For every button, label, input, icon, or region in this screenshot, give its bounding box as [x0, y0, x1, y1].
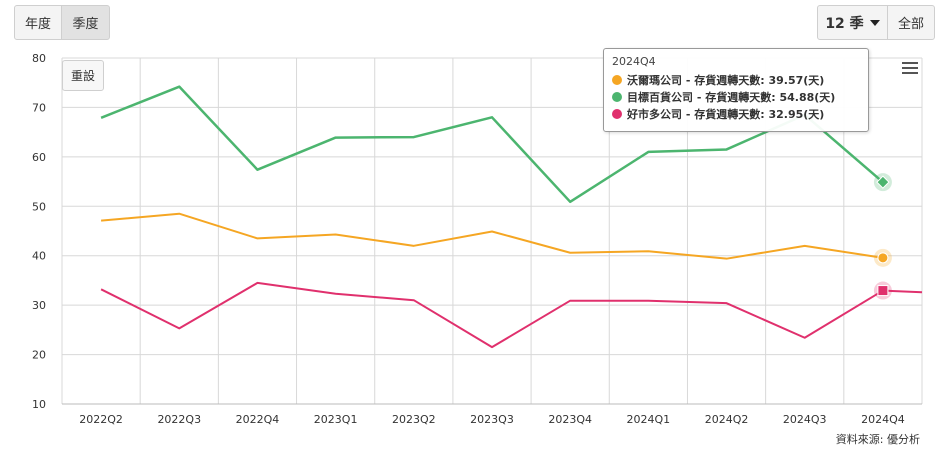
tooltip-row-text: 沃爾瑪公司 - 存貨週轉天數: 39.57(天): [627, 73, 825, 87]
x-tick-label: 2022Q3: [157, 413, 201, 426]
reset-zoom-button[interactable]: 重設: [62, 60, 104, 91]
x-tick-label: 2023Q3: [470, 413, 514, 426]
x-tick-label: 2024Q2: [705, 413, 749, 426]
tooltip-row-text: 目標百貨公司 - 存貨週轉天數: 54.88(天): [627, 90, 836, 104]
tooltip-row: 目標百貨公司 - 存貨週轉天數: 54.88(天): [612, 88, 860, 105]
tooltip: 2024Q4 沃爾瑪公司 - 存貨週轉天數: 39.57(天) 目標百貨公司 -…: [603, 48, 869, 132]
data-point-square: [877, 285, 889, 297]
period-count-dropdown[interactable]: 12 季: [817, 5, 888, 40]
y-tick-label: 70: [32, 101, 46, 114]
y-tick-label: 40: [32, 250, 46, 263]
x-tick-label: 2024Q3: [783, 413, 827, 426]
source-credit: 資料來源: 優分析: [835, 433, 920, 446]
tooltip-row: 沃爾瑪公司 - 存貨週轉天數: 39.57(天): [612, 71, 860, 88]
caret-down-icon: [869, 19, 880, 26]
tooltip-title: 2024Q4: [612, 55, 656, 68]
x-tick-label: 2022Q4: [236, 413, 280, 426]
x-tick-label: 2023Q2: [392, 413, 436, 426]
series-dot-icon: [612, 74, 622, 85]
quarter-button[interactable]: 季度: [61, 5, 110, 40]
axis-ticks: 10 20 30 40 50 60 70 80 2022Q2 2022Q3 2022Q4 2023Q1…: [32, 52, 905, 426]
series-layer: [100, 85, 923, 349]
tooltip-row-text: 好市多公司 - 存貨週轉天數: 32.95(天): [627, 107, 825, 121]
y-tick-label: 20: [32, 349, 46, 362]
x-tick-label: 2023Q1: [314, 413, 358, 426]
y-tick-label: 30: [32, 299, 46, 312]
highlight-markers: [873, 173, 892, 300]
series-dot-icon: [612, 91, 622, 102]
grid: [61, 57, 923, 405]
y-tick-label: 80: [32, 52, 46, 65]
series-line: [101, 212, 884, 260]
x-tick-label: 2024Q4: [861, 413, 905, 426]
y-tick-label: 60: [32, 151, 46, 164]
chart-menu-icon[interactable]: [902, 62, 918, 76]
x-tick-label: 2022Q2: [79, 413, 123, 426]
all-button[interactable]: 全部: [887, 5, 935, 40]
x-tick-label: 2024Q1: [627, 413, 671, 426]
data-point-circle: [877, 252, 889, 264]
y-tick-label: 10: [32, 398, 46, 411]
x-tick-label: 2023Q4: [548, 413, 592, 426]
tooltip-row: 好市多公司 - 存貨週轉天數: 32.95(天): [612, 105, 860, 122]
y-tick-label: 50: [32, 200, 46, 213]
series-dot-icon: [612, 108, 622, 119]
series-line: [100, 281, 923, 349]
year-button[interactable]: 年度: [14, 5, 62, 40]
data-point-diamond: [876, 175, 890, 189]
period-count-label: 12 季: [825, 15, 864, 32]
series-line: [100, 85, 884, 204]
